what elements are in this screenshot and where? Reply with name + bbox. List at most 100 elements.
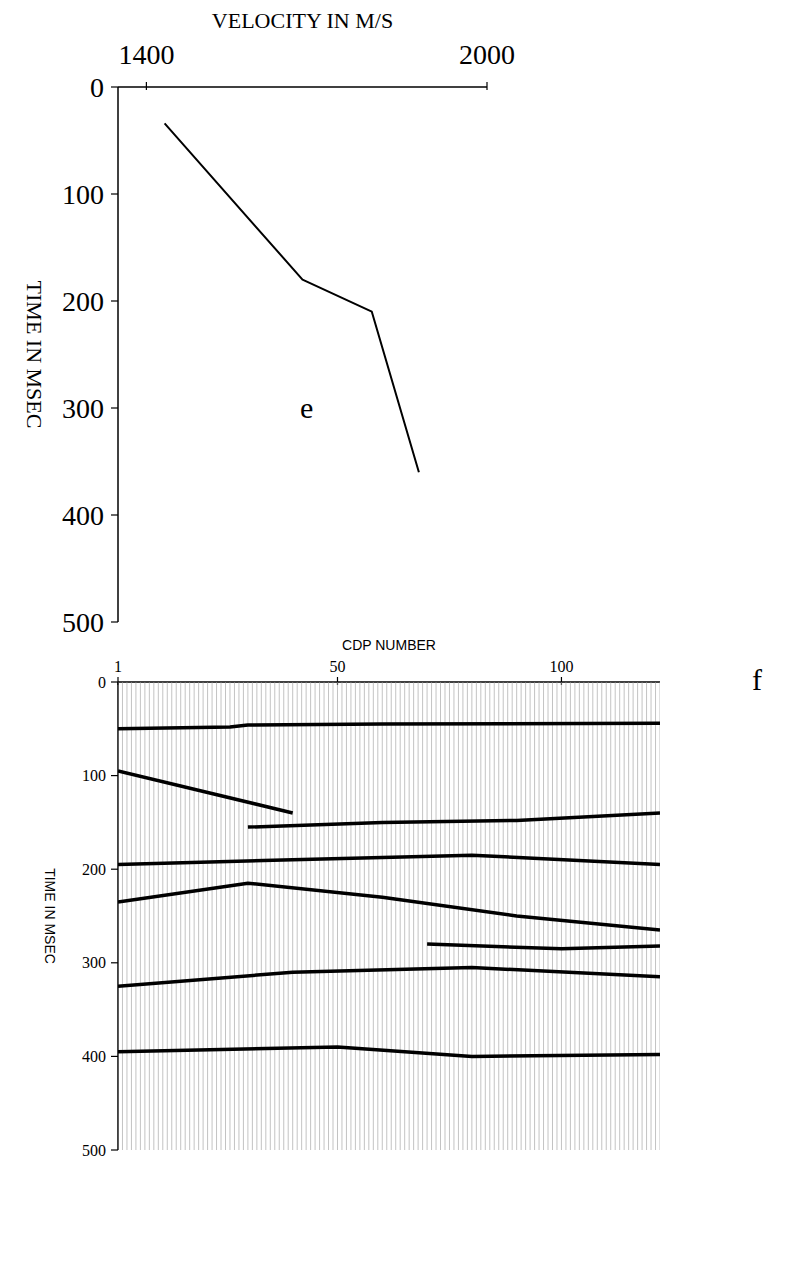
trace (368, 682, 369, 1150)
trace (118, 682, 119, 1150)
trace (140, 682, 141, 1150)
trace (592, 682, 593, 1150)
trace (467, 682, 468, 1150)
trace (409, 682, 410, 1150)
trace (180, 682, 181, 1150)
trace (279, 682, 280, 1150)
trace (176, 682, 177, 1150)
trace (234, 682, 235, 1150)
trace (539, 682, 540, 1150)
trace (480, 682, 481, 1150)
x-tick (486, 82, 487, 90)
trace (333, 682, 334, 1150)
trace (570, 682, 571, 1150)
trace (637, 682, 638, 1150)
trace (628, 682, 629, 1150)
reflector (118, 1047, 660, 1056)
y-axis (117, 682, 119, 1150)
trace (256, 682, 257, 1150)
trace (122, 682, 123, 1150)
y-tick (111, 1149, 118, 1150)
x-axis-title: CDP NUMBER (342, 637, 436, 653)
reflector (118, 723, 660, 729)
y-tick-label: 100 (82, 767, 106, 784)
trace (185, 682, 186, 1150)
trace (633, 682, 634, 1150)
reflector (248, 813, 660, 827)
trace (561, 682, 562, 1150)
y-tick-label: 500 (82, 1142, 106, 1159)
trace (440, 682, 441, 1150)
trace (198, 682, 199, 1150)
y-tick-label: 400 (62, 500, 104, 531)
trace (436, 682, 437, 1150)
plot-area (118, 682, 660, 1150)
y-tick-label: 100 (62, 179, 104, 210)
trace (597, 682, 598, 1150)
y-axis (117, 87, 119, 622)
panel-letter: e (300, 391, 313, 424)
trace (216, 682, 217, 1150)
y-tick-label: 300 (82, 954, 106, 971)
trace (503, 682, 504, 1150)
trace (462, 682, 463, 1150)
y-tick (111, 1056, 118, 1057)
x-axis-title: VELOCITY IN M/S (212, 8, 393, 33)
trace (382, 682, 383, 1150)
trace (418, 682, 419, 1150)
trace (153, 682, 154, 1150)
trace (221, 682, 222, 1150)
trace (386, 682, 387, 1150)
y-tick (111, 869, 118, 870)
y-tick (111, 962, 118, 963)
trace (203, 682, 204, 1150)
trace (350, 682, 351, 1150)
trace (373, 682, 374, 1150)
trace (306, 682, 307, 1150)
trace (601, 682, 602, 1150)
x-tick-label: 50 (329, 658, 345, 675)
trace (247, 682, 248, 1150)
trace (149, 682, 150, 1150)
trace (453, 682, 454, 1150)
trace (355, 682, 356, 1150)
trace (341, 682, 342, 1150)
trace (315, 682, 316, 1150)
x-tick-label: 1 (114, 658, 122, 675)
trace (404, 682, 405, 1150)
trace (238, 682, 239, 1150)
panel-0: 140020000100200300400500VELOCITY IN M/ST… (22, 8, 516, 638)
velocity-line (165, 123, 419, 472)
trace (207, 682, 208, 1150)
trace (288, 682, 289, 1150)
y-tick (111, 621, 118, 622)
reflector (427, 944, 660, 949)
trace (579, 682, 580, 1150)
trace (400, 682, 401, 1150)
trace (619, 682, 620, 1150)
trace (422, 682, 423, 1150)
trace (144, 682, 145, 1150)
trace (610, 682, 611, 1150)
trace (131, 682, 132, 1150)
y-tick (111, 86, 118, 87)
trace (624, 682, 625, 1150)
trace (229, 682, 230, 1150)
trace (261, 682, 262, 1150)
trace (126, 682, 127, 1150)
trace (498, 682, 499, 1150)
reflector (118, 883, 660, 930)
x-tick-label: 100 (549, 658, 573, 675)
y-tick (111, 193, 118, 194)
trace (135, 682, 136, 1150)
trace (189, 682, 190, 1150)
x-axis (118, 681, 660, 683)
y-tick-label: 200 (62, 286, 104, 317)
y-tick (111, 681, 118, 682)
trace (458, 682, 459, 1150)
trace (328, 682, 329, 1150)
trace (292, 682, 293, 1150)
trace (660, 682, 661, 1150)
y-tick (111, 514, 118, 515)
reflector (118, 855, 660, 864)
